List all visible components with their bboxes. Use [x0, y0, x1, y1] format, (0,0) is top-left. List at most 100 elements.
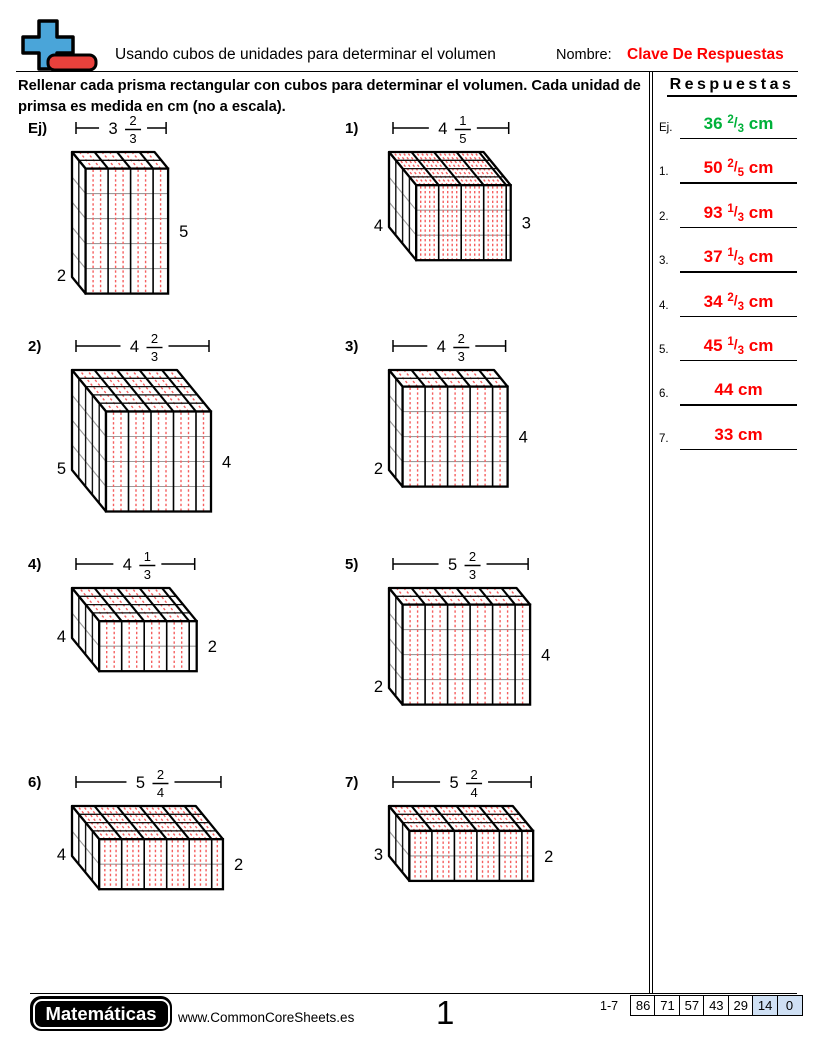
answer-underline — [680, 138, 797, 140]
svg-text:3: 3 — [522, 215, 531, 233]
answer-underline — [680, 315, 797, 317]
answer-number-label: 5. — [659, 344, 669, 356]
answer-value: 45 1/3 cm — [703, 336, 774, 357]
svg-text:5: 5 — [459, 131, 466, 146]
brand-name: Matemáticas — [45, 1002, 157, 1024]
header-rule — [16, 70, 798, 73]
answers-panel: Respuestas Ej. 36 2/3 cm 1. 50 2/5 cm 2. 93 1… — [652, 72, 816, 993]
problem-number-label: 3) — [345, 338, 359, 355]
answer-underline — [680, 182, 797, 184]
svg-text:5: 5 — [179, 223, 188, 241]
website-url: www.CommonCoreSheets.es — [178, 1010, 355, 1025]
svg-text:4: 4 — [470, 785, 477, 800]
svg-text:4: 4 — [57, 846, 66, 864]
svg-text:3: 3 — [144, 567, 151, 582]
svg-text:3: 3 — [108, 120, 117, 138]
answer-number-label: 7. — [659, 432, 669, 445]
score-cell: 0 — [776, 995, 803, 1016]
answers-heading: Respuestas — [652, 76, 812, 97]
svg-text:2: 2 — [458, 331, 465, 346]
page-title: Usando cubos de unidades para determinar… — [115, 46, 496, 63]
answer-underline — [680, 226, 797, 229]
score-cell: 57 — [678, 995, 705, 1016]
score-cell: 29 — [727, 995, 754, 1016]
answer-number-label: 2. — [659, 210, 669, 223]
answer-value: 50 2/5 cm — [703, 158, 774, 180]
svg-text:4: 4 — [57, 628, 66, 646]
problem-number-label: 1) — [345, 120, 359, 137]
answer-number-label: Ej. — [659, 122, 673, 134]
answer-underline — [680, 448, 797, 451]
problem-number-label: Ej) — [28, 120, 48, 137]
answer-value: 33 cm — [714, 424, 763, 444]
svg-text:3: 3 — [469, 567, 476, 582]
score-cell: 86 — [630, 995, 657, 1016]
score-cell: 71 — [654, 995, 681, 1016]
answer-underline — [680, 404, 797, 406]
svg-text:3: 3 — [151, 349, 158, 364]
svg-text:1: 1 — [144, 549, 151, 564]
svg-text:2: 2 — [374, 460, 383, 478]
answer-value: 34 2/3 cm — [703, 291, 774, 313]
svg-text:3: 3 — [458, 349, 465, 364]
problem-number-label: 6) — [28, 774, 42, 791]
svg-text:4: 4 — [130, 338, 139, 356]
svg-text:5: 5 — [136, 774, 145, 792]
answer-value: 36 2/3 cm — [703, 114, 774, 135]
score-cell: 14 — [752, 995, 779, 1016]
svg-text:2: 2 — [151, 331, 158, 346]
svg-text:4: 4 — [123, 556, 132, 574]
answer-number-label: 1. — [659, 166, 669, 179]
svg-text:2: 2 — [157, 767, 164, 782]
page-number: 1 — [436, 994, 455, 1031]
answer-key-label: Clave De Respuestas — [627, 46, 784, 63]
svg-text:2: 2 — [469, 549, 476, 564]
svg-text:4: 4 — [541, 647, 550, 665]
svg-text:2: 2 — [374, 678, 383, 696]
svg-text:5: 5 — [448, 556, 457, 574]
name-label: Nombre: — [556, 47, 612, 63]
answer-underline — [680, 360, 797, 362]
answer-number-label: 4. — [659, 299, 669, 312]
svg-text:3: 3 — [374, 846, 383, 864]
brand-badge: Matemáticas — [30, 996, 172, 1031]
svg-text:4: 4 — [438, 120, 447, 138]
answers-divider — [649, 72, 653, 993]
instructions-text: Rellenar cada prisma rectangular con cub… — [18, 78, 641, 115]
svg-text:4: 4 — [374, 217, 383, 235]
svg-text:2: 2 — [544, 848, 553, 866]
svg-text:4: 4 — [437, 338, 446, 356]
score-strip: 1-7 86 71 57 43 29 14 0 — [600, 995, 803, 1016]
svg-text:2: 2 — [208, 638, 217, 656]
commoncoresheets-logo plus-icon — [21, 19, 98, 72]
svg-text:4: 4 — [519, 429, 528, 447]
score-range-label: 1-7 — [600, 998, 619, 1013]
answer-value: 37 1/3 cm — [703, 247, 774, 269]
problem-number-label: 5) — [345, 556, 359, 573]
answer-number-label: 6. — [659, 388, 669, 401]
svg-text:5: 5 — [449, 774, 458, 792]
svg-text:2: 2 — [470, 767, 477, 782]
svg-text:2: 2 — [234, 856, 243, 874]
svg-text:5: 5 — [57, 460, 66, 478]
answer-value: 44 cm — [714, 380, 763, 400]
score-boxes: 86 71 57 43 29 14 0 — [630, 995, 803, 1016]
score-cell: 43 — [703, 995, 730, 1016]
answer-underline — [680, 271, 797, 273]
problem-number-label: 7) — [345, 774, 359, 791]
answer-value: 93 1/3 cm — [703, 202, 774, 224]
answer-number-label: 3. — [659, 255, 669, 268]
brand-badge-inner-border — [32, 998, 170, 1029]
svg-text:4: 4 — [157, 785, 164, 800]
svg-text:1: 1 — [459, 113, 466, 128]
